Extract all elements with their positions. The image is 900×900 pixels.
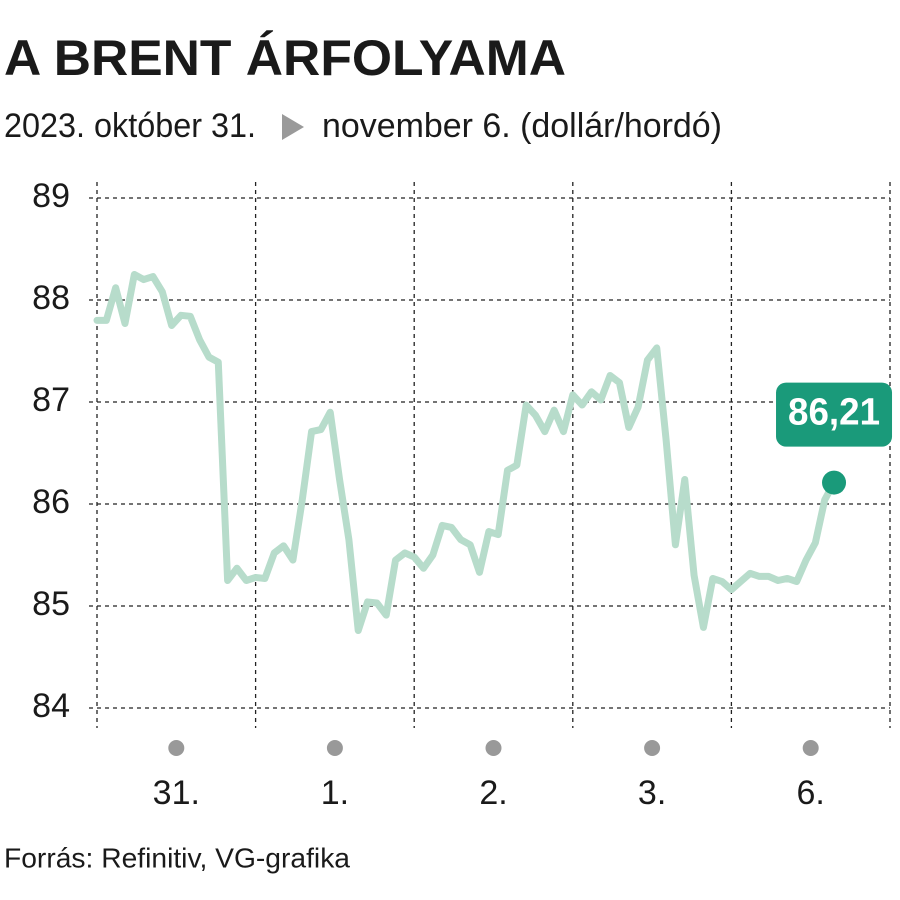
x-tick-label: 3. xyxy=(638,774,666,812)
value-badge xyxy=(776,382,893,447)
day-dot xyxy=(485,740,502,756)
x-tick-label: 1. xyxy=(321,774,349,812)
y-tick-label: 85 xyxy=(32,585,70,623)
day-dot xyxy=(168,740,185,756)
day-dot xyxy=(802,740,819,756)
subtitle-start: 2023. október 31. xyxy=(4,107,256,145)
y-tick-label: 88 xyxy=(32,279,70,317)
price-line xyxy=(93,271,838,634)
y-tick-label: 87 xyxy=(32,381,70,419)
value-label: 86,21 xyxy=(788,392,880,434)
day-dot xyxy=(326,740,343,756)
source: Forrás: Refinitiv, VG-grafika xyxy=(4,842,350,873)
arrow-icon xyxy=(282,114,304,140)
y-tick-label: 86 xyxy=(32,483,70,521)
x-tick-label: 31. xyxy=(153,774,200,812)
day-dot xyxy=(644,740,661,756)
chart-title: A BRENT ÁRFOLYAMA xyxy=(4,30,566,86)
x-tick-label: 6. xyxy=(797,774,825,812)
last-point xyxy=(822,470,847,495)
y-tick-label: 89 xyxy=(32,177,70,215)
y-tick-label: 84 xyxy=(32,687,70,725)
x-tick-label: 2. xyxy=(479,774,507,812)
subtitle-end: november 6. (dollár/hordó) xyxy=(322,107,722,145)
